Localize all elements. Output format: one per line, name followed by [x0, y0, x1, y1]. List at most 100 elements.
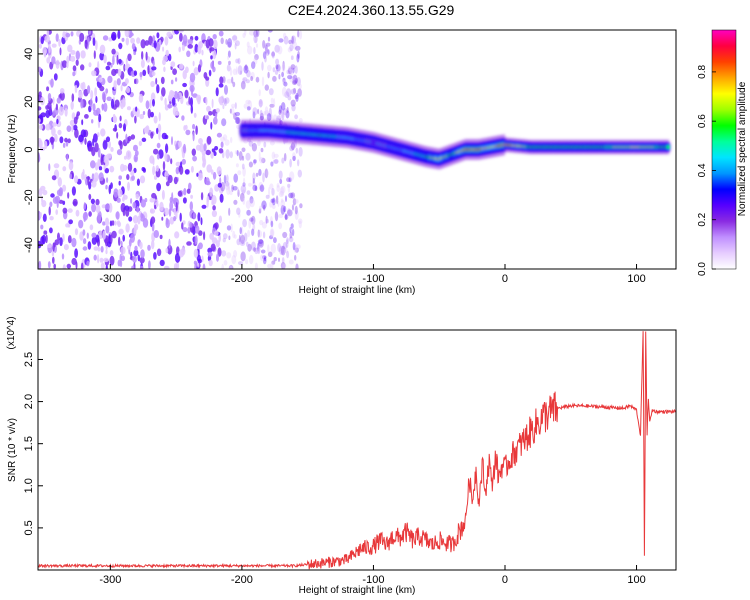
noise-speck	[136, 37, 141, 44]
noise-speck	[286, 237, 289, 245]
noise-speck	[164, 36, 169, 46]
noise-speck	[108, 141, 111, 149]
noise-speck	[224, 97, 230, 104]
noise-speck	[226, 185, 231, 195]
noise-speck	[179, 212, 182, 222]
noise-speck	[276, 115, 281, 120]
noise-speck	[149, 99, 152, 109]
noise-speck	[67, 235, 72, 244]
noise-speck	[259, 109, 263, 119]
noise-speck	[95, 198, 100, 206]
noise-speck	[82, 169, 85, 177]
noise-speck	[271, 151, 276, 160]
noise-speck	[253, 57, 258, 65]
noise-speck	[134, 245, 138, 252]
noise-speck	[91, 70, 97, 77]
noise-speck	[118, 42, 123, 50]
noise-speck	[246, 190, 251, 196]
noise-speck	[153, 115, 158, 124]
noise-speck	[171, 136, 173, 146]
noise-speck	[261, 221, 267, 229]
noise-speck	[64, 107, 68, 117]
noise-speck	[212, 34, 217, 40]
noise-speck	[231, 255, 237, 265]
noise-speck	[282, 77, 286, 83]
noise-speck	[264, 55, 267, 63]
noise-speck	[184, 124, 188, 130]
noise-speck	[164, 97, 167, 106]
noise-speck	[116, 78, 121, 86]
noise-speck	[88, 193, 92, 200]
noise-speck	[107, 75, 113, 84]
noise-speck	[147, 244, 151, 251]
noise-speck	[45, 234, 48, 244]
noise-speck	[271, 204, 276, 210]
noise-speck	[178, 249, 185, 258]
noise-speck	[286, 177, 291, 183]
noise-speck	[88, 62, 92, 68]
noise-speck	[103, 154, 109, 164]
noise-speck	[233, 112, 237, 120]
noise-speck	[145, 100, 150, 110]
noise-speck	[187, 44, 193, 49]
noise-speck	[252, 172, 256, 181]
noise-speck	[147, 108, 151, 119]
noise-speck	[272, 75, 277, 82]
noise-speck	[296, 53, 300, 63]
noise-speck	[246, 70, 251, 78]
noise-speck	[257, 229, 260, 238]
noise-speck	[164, 134, 169, 140]
noise-speck	[105, 225, 110, 234]
noise-speck	[265, 49, 270, 56]
noise-speck	[229, 265, 232, 269]
noise-speck	[282, 60, 285, 71]
noise-speck	[40, 185, 46, 191]
noise-speck	[259, 219, 264, 226]
noise-speck	[103, 54, 107, 64]
noise-speck	[62, 207, 68, 214]
noise-speck	[68, 219, 73, 225]
noise-speck	[284, 214, 289, 220]
noise-speck	[252, 111, 256, 119]
noise-speck	[231, 35, 238, 41]
y-tick-label: 20	[23, 96, 35, 108]
noise-speck	[45, 123, 51, 131]
noise-speck	[122, 196, 125, 202]
noise-speck	[173, 207, 176, 216]
noise-speck	[251, 142, 257, 152]
noise-speck	[159, 201, 164, 212]
noise-speck	[250, 241, 256, 251]
noise-speck	[224, 182, 230, 191]
noise-speck	[206, 105, 211, 112]
noise-speck	[178, 46, 181, 53]
noise-speck	[221, 118, 227, 127]
noise-speck	[280, 262, 286, 269]
noise-speck	[97, 158, 101, 167]
noise-speck	[255, 76, 260, 83]
noise-speck	[207, 251, 213, 257]
noise-speck	[278, 170, 283, 180]
noise-speck	[105, 184, 108, 190]
noise-speck	[253, 159, 257, 164]
noise-speck	[267, 36, 271, 42]
noise-speck	[50, 193, 55, 198]
noise-speck	[212, 205, 216, 211]
noise-speck	[192, 123, 196, 130]
noise-speck	[48, 206, 51, 216]
noise-speck	[238, 151, 243, 161]
noise-speck	[131, 175, 135, 181]
noise-speck	[150, 131, 154, 139]
noise-speck	[170, 91, 175, 96]
noise-speck	[58, 106, 64, 116]
noise-speck	[211, 98, 214, 109]
noise-speck	[254, 185, 258, 191]
noise-speck	[214, 222, 219, 230]
noise-speck	[153, 230, 159, 238]
noise-speck	[110, 147, 114, 152]
noise-speck	[233, 199, 238, 205]
noise-speck	[181, 115, 185, 121]
noise-speck	[295, 244, 301, 250]
noise-speck	[80, 50, 86, 59]
noise-speck	[225, 149, 230, 159]
noise-speck	[134, 150, 139, 157]
